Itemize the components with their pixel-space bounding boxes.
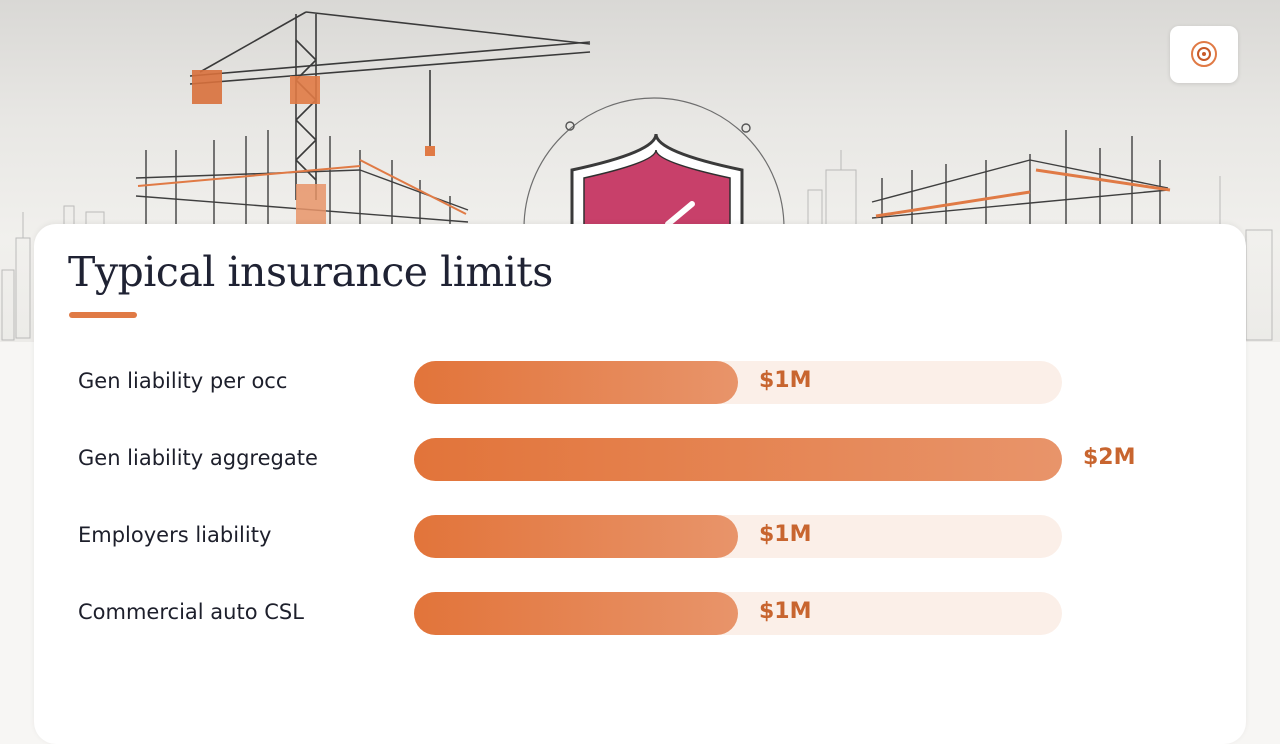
brand-logo-icon (1191, 41, 1217, 67)
bar-value-label: $1M (759, 522, 812, 547)
bar-track: $1M (414, 515, 1062, 558)
tower-crane-icon (189, 11, 591, 200)
bar-fill (414, 438, 1062, 481)
title-underline (69, 312, 137, 318)
bar-row: Gen liability aggregate $2M (0, 438, 1280, 482)
bar-label: Gen liability per occ (78, 369, 288, 393)
hero-scene (1, 11, 1273, 341)
bar-track: $2M (414, 438, 1136, 481)
bar-fill (414, 361, 738, 404)
steel-frame-icon (871, 130, 1169, 228)
bar-label: Commercial auto CSL (78, 600, 304, 624)
bar-row: Gen liability per occ $1M (0, 361, 1280, 405)
bar-label: Gen liability aggregate (78, 446, 318, 470)
bar-value-label: $2M (1083, 445, 1136, 470)
logo-badge[interactable] (1170, 26, 1238, 83)
orange-railing (137, 165, 361, 187)
bar-value-label: $1M (759, 368, 812, 393)
content-card (34, 224, 1246, 744)
bar-track: $1M (414, 361, 1062, 404)
crane-cab (290, 76, 320, 104)
orange-railing (359, 159, 467, 215)
orange-panel (296, 184, 326, 228)
bar-value-label: $1M (759, 599, 812, 624)
bar-track: $1M (414, 592, 1062, 635)
shield-icon (523, 97, 785, 230)
orange-beam (1035, 168, 1171, 192)
bar-fill (414, 515, 738, 558)
orange-beam (875, 190, 1031, 218)
crane-counterweight (192, 70, 222, 104)
bar-fill (414, 592, 738, 635)
bar-row: Employers liability $1M (0, 515, 1280, 559)
page-title: Typical insurance limits (68, 248, 553, 296)
bar-row: Commercial auto CSL $1M (0, 592, 1280, 636)
bar-label: Employers liability (78, 523, 272, 547)
